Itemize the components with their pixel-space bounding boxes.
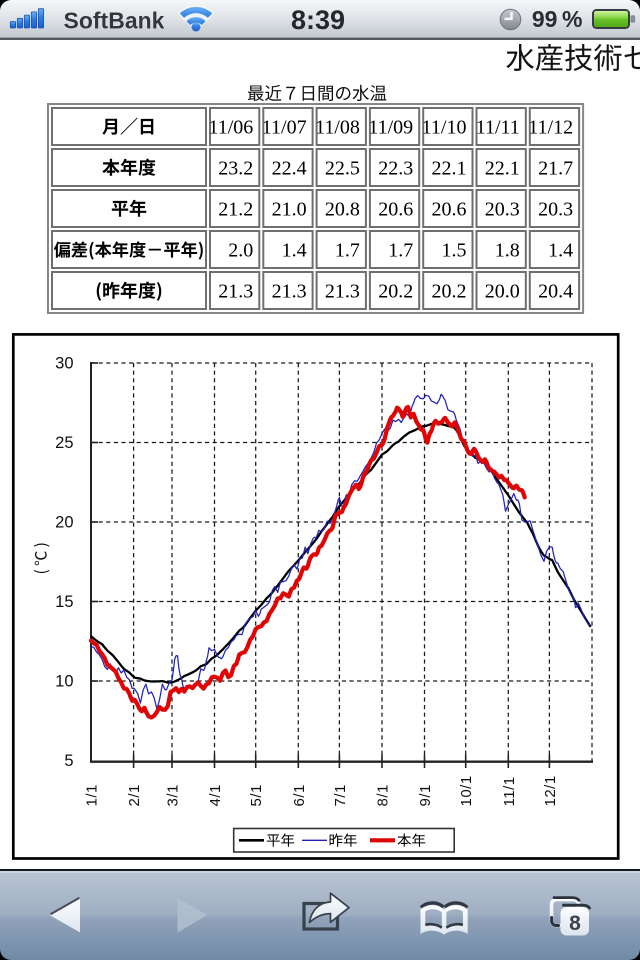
svg-text:21.3: 21.3	[218, 280, 253, 302]
svg-text:20.3: 20.3	[538, 198, 573, 220]
svg-text:11/06: 11/06	[208, 116, 253, 138]
svg-text:20.2: 20.2	[378, 280, 413, 302]
svg-text:11/12: 11/12	[528, 116, 573, 138]
svg-text:20.6: 20.6	[378, 198, 413, 220]
svg-text:21.2: 21.2	[218, 198, 253, 220]
svg-text:6/1: 6/1	[291, 784, 308, 806]
svg-text:20.6: 20.6	[432, 198, 467, 220]
svg-text:11/1: 11/1	[501, 776, 518, 806]
svg-text:2.0: 2.0	[228, 239, 253, 261]
svg-text:22.1: 22.1	[485, 157, 520, 179]
svg-text:SoftBank: SoftBank	[64, 8, 165, 34]
svg-text:11/07: 11/07	[262, 116, 307, 138]
svg-text:21.7: 21.7	[538, 157, 573, 179]
svg-text:22.4: 22.4	[272, 157, 307, 179]
svg-text:5: 5	[64, 752, 73, 770]
svg-text:1.8: 1.8	[495, 239, 520, 261]
svg-text:8/1: 8/1	[375, 784, 392, 806]
svg-text:8: 8	[569, 912, 581, 935]
svg-text:10: 10	[55, 673, 73, 691]
svg-text:10/1: 10/1	[458, 775, 475, 806]
svg-text:8:39: 8:39	[291, 5, 345, 35]
svg-text:4/1: 4/1	[207, 784, 224, 806]
svg-text:2/1: 2/1	[126, 784, 143, 806]
svg-text:21.0: 21.0	[272, 198, 307, 220]
svg-text:1/1: 1/1	[84, 784, 101, 806]
svg-text:11/09: 11/09	[368, 116, 413, 138]
svg-text:22.3: 22.3	[378, 157, 413, 179]
svg-text:30: 30	[55, 355, 73, 373]
svg-text:1.7: 1.7	[388, 239, 413, 261]
svg-text:20.8: 20.8	[325, 198, 360, 220]
svg-text:20: 20	[55, 514, 73, 532]
svg-text:1.7: 1.7	[335, 239, 360, 261]
svg-text:21.3: 21.3	[325, 280, 360, 302]
svg-text:20.3: 20.3	[485, 198, 520, 220]
svg-text:1.5: 1.5	[442, 239, 467, 261]
svg-text:3/1: 3/1	[165, 784, 182, 806]
svg-text:20.2: 20.2	[432, 280, 467, 302]
svg-text:11/10: 11/10	[422, 116, 467, 138]
svg-text:99 %: 99 %	[532, 6, 583, 32]
svg-text:25: 25	[55, 434, 73, 452]
svg-text:11/11: 11/11	[476, 116, 520, 138]
svg-text:12/1: 12/1	[542, 775, 559, 806]
svg-text:1.4: 1.4	[548, 239, 573, 261]
svg-text:11/08: 11/08	[315, 116, 360, 138]
svg-text:7/1: 7/1	[332, 784, 349, 806]
svg-text:21.3: 21.3	[272, 280, 307, 302]
svg-text:22.5: 22.5	[325, 157, 360, 179]
svg-text:20.0: 20.0	[485, 280, 520, 302]
svg-text:23.2: 23.2	[218, 157, 253, 179]
svg-text:22.1: 22.1	[432, 157, 467, 179]
svg-text:1.4: 1.4	[282, 239, 307, 261]
svg-text:20.4: 20.4	[538, 280, 573, 302]
svg-text:5/1: 5/1	[248, 784, 265, 806]
svg-text:9/1: 9/1	[417, 784, 434, 806]
svg-text:15: 15	[55, 593, 73, 611]
